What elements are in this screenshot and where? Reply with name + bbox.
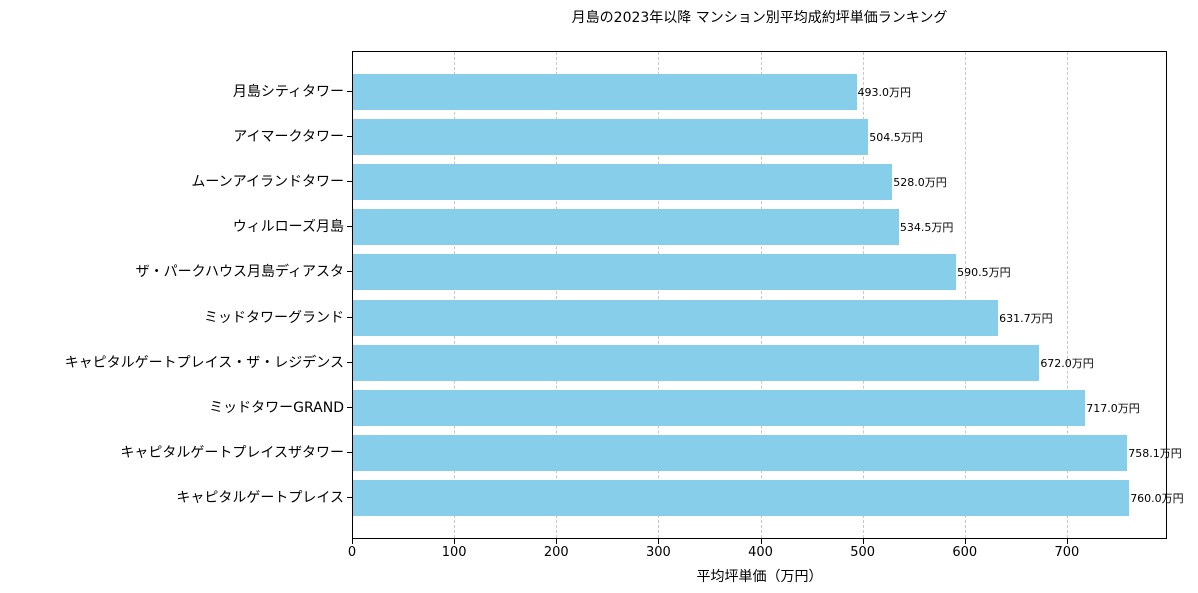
y-tick-label: ミッドタワーグランド — [204, 309, 344, 326]
y-tick-label: ザ・パークハウス月島ディアスタ — [135, 264, 344, 281]
gridline — [556, 52, 558, 538]
bar-value-label: 528.0万円 — [893, 175, 947, 189]
x-tick-label: 200 — [543, 545, 569, 560]
bar — [353, 299, 999, 336]
y-tick-label: キャピタルゲートプレイス・ザ・レジデンス — [64, 354, 344, 371]
y-tick-label: ミッドタワーGRAND — [209, 399, 344, 416]
y-tick-label: アイマークタワー — [233, 128, 344, 145]
gridline — [964, 52, 966, 538]
bar-value-label: 590.5万円 — [957, 266, 1011, 280]
gridline — [658, 52, 660, 538]
y-tick — [347, 316, 352, 318]
gridline — [1066, 52, 1068, 538]
chart-title: 月島の2023年以降 マンション別平均成約坪単価ランキング — [571, 10, 948, 26]
y-tick — [347, 361, 352, 363]
bar-value-label: 504.5万円 — [869, 130, 923, 144]
x-axis-title: 平均坪単価（万円） — [696, 569, 823, 585]
y-tick — [347, 180, 352, 182]
bar — [353, 254, 957, 291]
x-tick-label: 0 — [347, 545, 357, 560]
y-tick — [347, 452, 352, 454]
y-tick-label: ムーンアイランドタワー — [191, 173, 344, 190]
x-tick — [352, 539, 353, 544]
bar-value-label: 758.1万円 — [1128, 447, 1182, 461]
x-tick-label: 500 — [850, 545, 876, 560]
x-tick-label: 400 — [748, 545, 773, 560]
bar — [353, 480, 1130, 517]
bar-value-label: 631.7万円 — [999, 311, 1053, 325]
x-tick — [556, 539, 558, 544]
x-tick — [1066, 539, 1068, 544]
x-tick-label: 300 — [645, 545, 671, 560]
x-tick-label: 700 — [1054, 545, 1080, 560]
bar-value-label: 760.0万円 — [1130, 492, 1184, 506]
y-tick-label: 月島シティタワー — [232, 83, 344, 100]
plot-area: 493.0万円 504.5万円 528.0万円 534.5万円 590.5万円 631.7… — [352, 51, 1184, 539]
bar — [353, 163, 893, 200]
bar-value-label: 672.0万円 — [1040, 356, 1094, 370]
gridline — [862, 52, 864, 538]
y-tick — [347, 90, 352, 92]
y-tick — [347, 135, 352, 137]
gridline — [760, 52, 762, 538]
bar-value-label: 717.0万円 — [1086, 401, 1140, 415]
y-tick — [347, 497, 352, 499]
bar — [353, 435, 1128, 472]
y-tick-label: キャピタルゲートプレイス — [176, 490, 344, 507]
y-tick — [347, 271, 352, 273]
y-tick — [347, 226, 352, 228]
x-tick — [862, 539, 864, 544]
gridline — [454, 52, 456, 538]
bar — [353, 209, 899, 246]
bar — [353, 118, 869, 155]
x-tick-label: 600 — [952, 545, 978, 560]
bar — [353, 389, 1086, 426]
bar — [353, 73, 857, 110]
x-tick — [760, 539, 762, 544]
x-tick — [964, 539, 966, 544]
x-tick-label: 100 — [441, 545, 467, 560]
bar-value-label: 534.5万円 — [899, 221, 954, 235]
bar — [353, 344, 1040, 381]
y-tick — [347, 406, 352, 408]
x-tick — [454, 539, 456, 544]
bar-value-label: 493.0万円 — [857, 85, 912, 99]
x-tick — [658, 539, 660, 544]
y-tick-label: ウィルローズ月島 — [232, 219, 344, 236]
y-tick-label: キャピタルゲートプレイスザタワー — [120, 445, 344, 462]
